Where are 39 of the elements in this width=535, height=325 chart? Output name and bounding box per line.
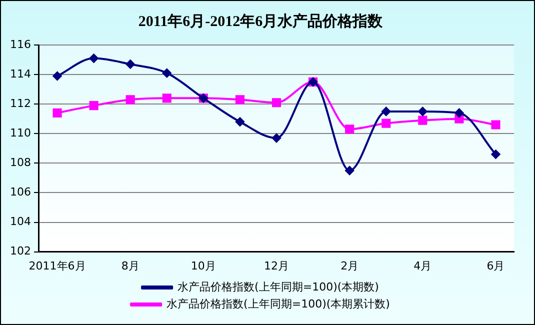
point [52,108,62,118]
point [491,150,500,159]
point [272,98,282,108]
y-tick-label: 116 [10,38,31,51]
y-tick-label: 104 [10,215,31,228]
point [235,95,244,104]
point [162,68,172,78]
y-tick-label: 106 [10,186,31,199]
point [126,95,135,104]
point [345,166,354,176]
y-tick-label: 112 [10,96,31,110]
x-tick-label: 2月 [340,259,359,272]
x-tick-label: 8月 [121,259,140,272]
point [418,106,428,116]
x-tick-label: 10月 [190,259,216,272]
point [89,101,98,110]
point [89,54,98,63]
x-tick-label: 12月 [264,259,289,272]
y-tick-label: 110 [10,126,31,140]
legend-label: 水产品价格指数(上年同期=100)(本期累计数) [166,297,390,310]
x-tick-label: 2011年6月 [28,259,86,272]
point [491,120,500,130]
y-tick-label: 114 [10,67,31,80]
point [382,118,391,128]
point [235,117,244,126]
x-tick-label: 6月 [486,259,505,272]
y-tick-label: 108 [10,156,31,170]
point [345,124,354,134]
point [382,106,391,116]
point [126,60,135,69]
point [454,108,464,118]
point [418,116,428,125]
point [272,134,281,143]
y-tick-label: 102 [10,244,31,258]
point [162,94,172,103]
legend-label: 水产品价格指数(上年同期=100)(本期数) [178,280,379,294]
x-tick-label: 4月 [414,259,432,272]
chart-title: 2011年6月-2012年6月水产品价格指数 [138,12,384,30]
point [52,72,62,81]
